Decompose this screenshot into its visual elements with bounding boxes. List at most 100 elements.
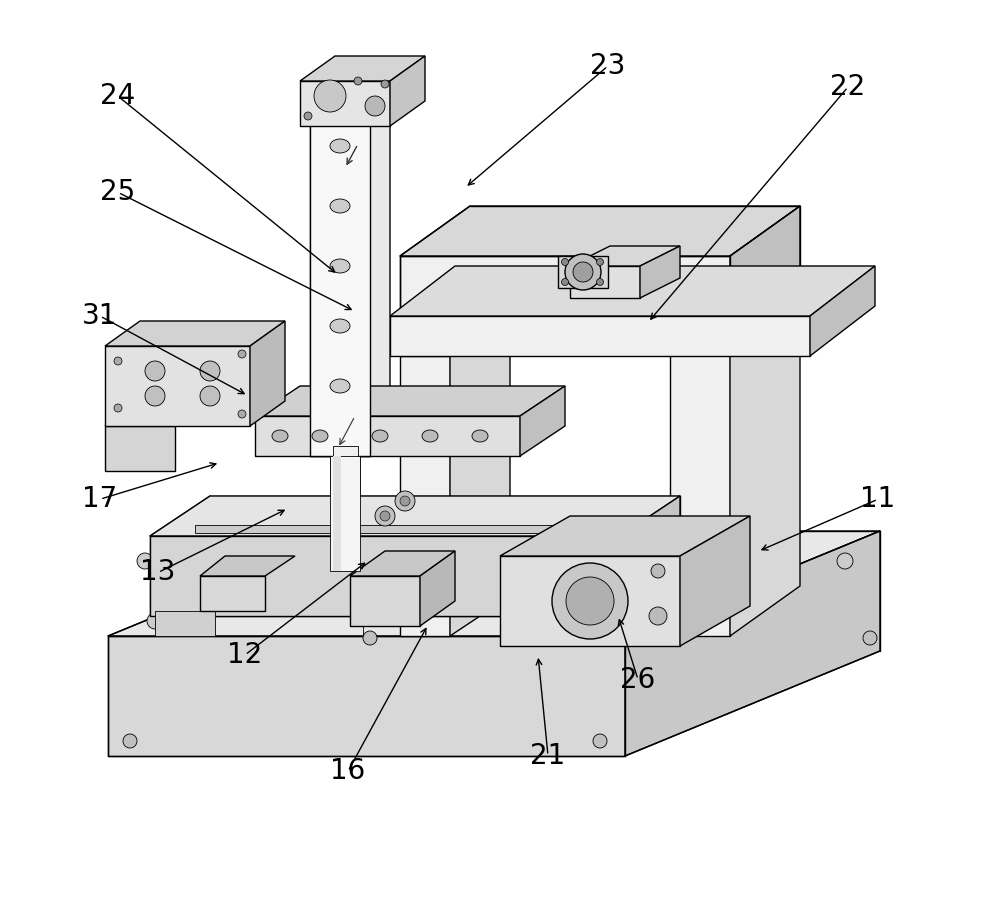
Circle shape (381, 80, 389, 88)
Circle shape (566, 577, 614, 625)
Circle shape (573, 262, 593, 282)
Polygon shape (400, 356, 450, 636)
Polygon shape (450, 346, 510, 636)
Polygon shape (670, 316, 730, 636)
Polygon shape (625, 531, 880, 756)
Circle shape (354, 77, 362, 85)
Polygon shape (670, 266, 800, 316)
Text: 16: 16 (330, 758, 366, 785)
Polygon shape (680, 516, 750, 646)
Circle shape (375, 506, 395, 526)
Circle shape (114, 404, 122, 412)
Polygon shape (255, 386, 565, 416)
Polygon shape (105, 346, 250, 426)
Text: 21: 21 (530, 742, 566, 769)
Polygon shape (105, 426, 175, 471)
Polygon shape (255, 416, 520, 456)
Circle shape (200, 361, 220, 381)
Polygon shape (105, 408, 200, 426)
Ellipse shape (272, 430, 288, 442)
Circle shape (147, 613, 163, 629)
Text: 11: 11 (860, 485, 896, 513)
Circle shape (238, 350, 246, 358)
Polygon shape (350, 576, 420, 626)
Circle shape (651, 564, 665, 578)
Polygon shape (155, 611, 215, 636)
Circle shape (552, 563, 628, 639)
Circle shape (114, 357, 122, 365)
Polygon shape (730, 206, 800, 316)
Polygon shape (620, 496, 680, 616)
Polygon shape (350, 551, 455, 576)
Polygon shape (558, 256, 608, 288)
Polygon shape (250, 321, 285, 426)
Text: 26: 26 (620, 666, 656, 693)
Circle shape (238, 410, 246, 418)
Circle shape (363, 631, 377, 645)
Polygon shape (570, 266, 640, 298)
Circle shape (145, 386, 165, 406)
Polygon shape (420, 551, 455, 626)
Polygon shape (315, 96, 390, 456)
Circle shape (592, 543, 608, 559)
Ellipse shape (330, 139, 350, 153)
Polygon shape (108, 636, 625, 756)
Circle shape (562, 278, 568, 286)
Circle shape (837, 553, 853, 569)
Polygon shape (150, 536, 620, 616)
Circle shape (123, 734, 137, 748)
Ellipse shape (330, 259, 350, 273)
Circle shape (400, 496, 410, 506)
Ellipse shape (330, 379, 350, 393)
Polygon shape (200, 556, 295, 576)
Polygon shape (300, 81, 390, 126)
Circle shape (596, 258, 604, 266)
Polygon shape (390, 316, 810, 356)
Circle shape (395, 491, 415, 511)
Polygon shape (640, 246, 680, 298)
Circle shape (380, 511, 390, 521)
Polygon shape (333, 446, 358, 526)
Text: 12: 12 (227, 641, 263, 669)
Polygon shape (520, 386, 565, 456)
Circle shape (863, 631, 877, 645)
Circle shape (649, 607, 667, 625)
Polygon shape (500, 516, 750, 556)
Text: 17: 17 (82, 485, 118, 513)
Polygon shape (400, 256, 730, 316)
Polygon shape (330, 456, 360, 571)
Polygon shape (810, 266, 875, 356)
Circle shape (562, 258, 568, 266)
Polygon shape (390, 266, 875, 316)
Bar (333, 456, 341, 571)
Polygon shape (400, 206, 800, 256)
Circle shape (145, 361, 165, 381)
Polygon shape (108, 531, 880, 636)
Text: 25: 25 (100, 179, 136, 206)
Circle shape (200, 386, 220, 406)
Circle shape (314, 80, 346, 112)
Polygon shape (730, 266, 800, 636)
Polygon shape (200, 576, 265, 611)
Ellipse shape (330, 199, 350, 213)
Ellipse shape (422, 430, 438, 442)
Polygon shape (310, 96, 370, 456)
Text: 23: 23 (590, 52, 626, 80)
Ellipse shape (330, 319, 350, 333)
Bar (195, 525, 585, 533)
Circle shape (137, 553, 153, 569)
Circle shape (596, 278, 604, 286)
Circle shape (715, 571, 725, 581)
Circle shape (593, 734, 607, 748)
Circle shape (565, 254, 601, 290)
Polygon shape (390, 56, 425, 126)
Polygon shape (300, 56, 425, 81)
Text: 22: 22 (830, 73, 866, 101)
Polygon shape (105, 321, 285, 346)
Text: 13: 13 (140, 559, 176, 586)
Circle shape (365, 96, 385, 116)
Polygon shape (150, 496, 680, 536)
Text: 31: 31 (82, 302, 118, 330)
Ellipse shape (372, 430, 388, 442)
Text: 24: 24 (100, 82, 136, 110)
